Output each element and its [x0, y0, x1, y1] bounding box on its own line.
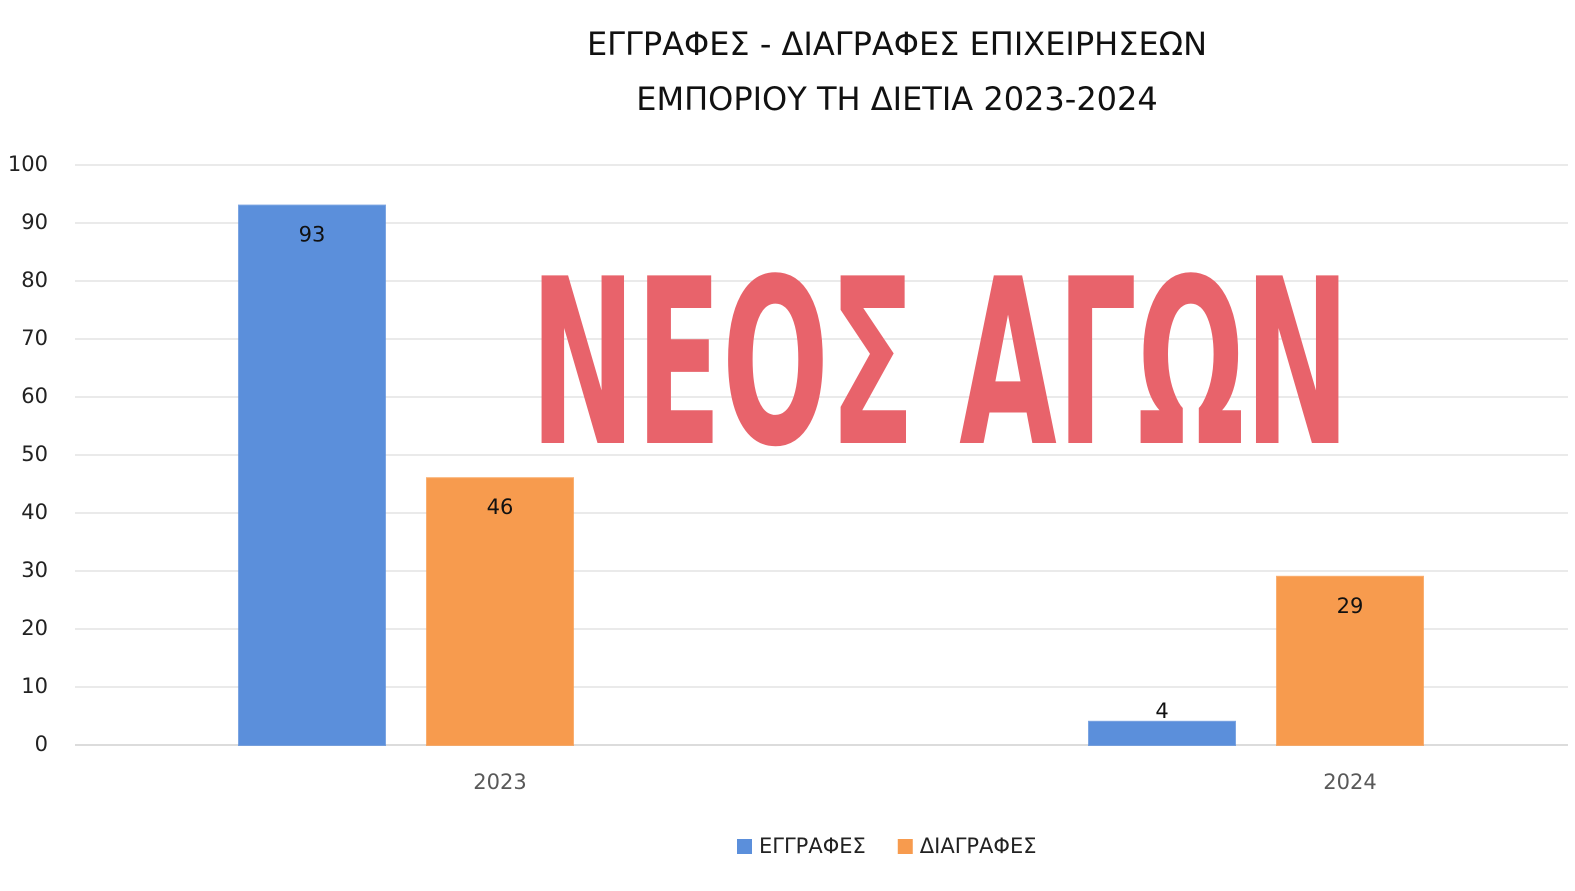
legend-label: ΕΓΓΡΑΦΕΣ: [759, 834, 866, 858]
y-tick-label: 0: [35, 732, 48, 756]
legend-label: ΔΙΑΓΡΑΦΕΣ: [920, 834, 1037, 858]
chart-title: ΕΜΠΟΡΙΟΥ ΤΗ ΔΙΕΤΙΑ 2023-2024: [636, 80, 1158, 118]
data-label: 4: [1155, 699, 1168, 723]
x-tick-label: 2023: [473, 770, 526, 794]
y-tick-label: 20: [21, 616, 48, 640]
data-label: 46: [487, 495, 514, 519]
legend-swatch: [897, 839, 913, 854]
bar: [426, 477, 574, 746]
bar: [1088, 720, 1236, 746]
data-label: 93: [299, 223, 326, 247]
y-tick-label: 80: [21, 268, 48, 292]
x-tick-label: 2024: [1323, 770, 1376, 794]
y-tick-label: 40: [21, 500, 48, 524]
bars: 2023 93 46 2024 4 29: [238, 204, 1424, 794]
y-tick-label: 50: [21, 442, 48, 466]
y-tick-label: 30: [21, 558, 48, 582]
y-tick-label: 90: [21, 210, 48, 234]
legend: ΕΓΓΡΑΦΕΣ ΔΙΑΓΡΑΦΕΣ: [737, 834, 1037, 858]
bar: [238, 204, 386, 747]
watermark: ΝΕΟΣ ΑΓΩΝ: [530, 231, 1350, 498]
y-tick-label: 100: [8, 152, 48, 176]
bar: [1276, 575, 1424, 746]
data-label: 29: [1337, 594, 1364, 618]
y-tick-label: 70: [21, 326, 48, 350]
chart-title: ΕΓΓΡΑΦΕΣ - ΔΙΑΓΡΑΦΕΣ ΕΠΙΧΕΙΡΗΣΕΩΝ: [587, 25, 1207, 63]
y-tick-label: 60: [21, 384, 48, 408]
legend-swatch: [737, 839, 752, 854]
y-tick-label: 10: [21, 674, 48, 698]
